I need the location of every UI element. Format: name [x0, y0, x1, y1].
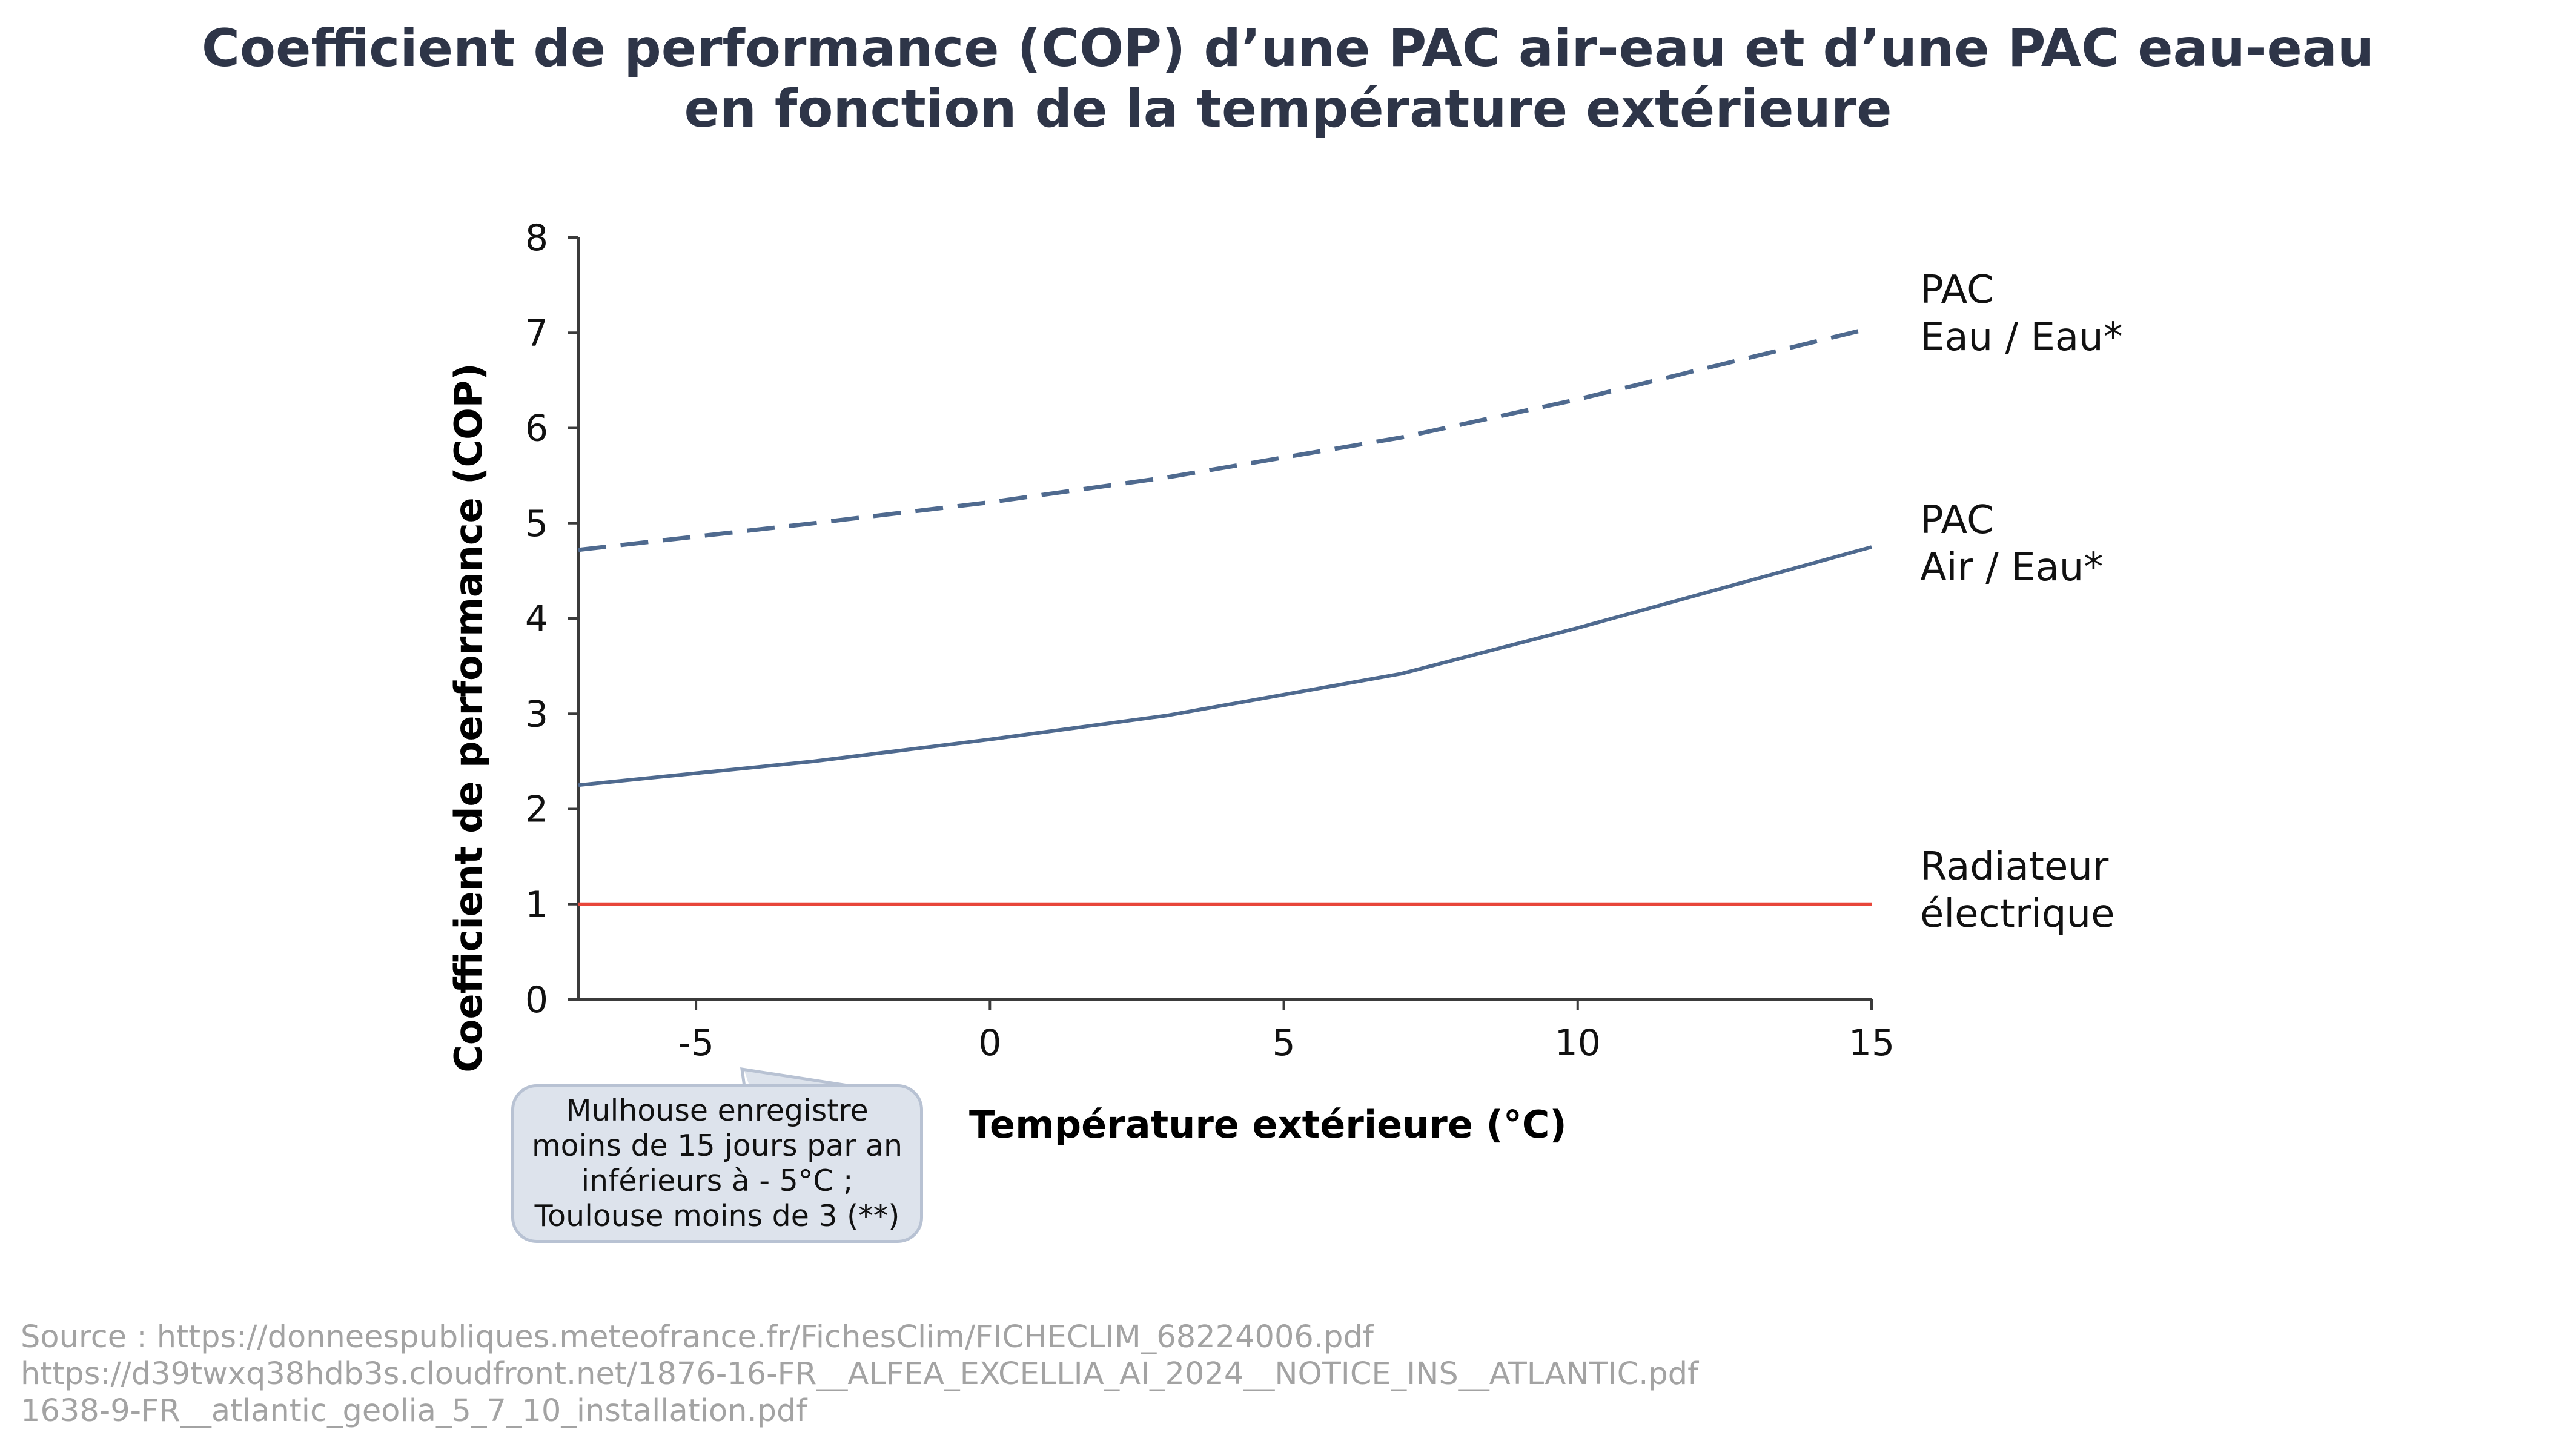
y-tick-label: 4: [525, 598, 548, 640]
series-label-2-line-2: Air / Eau*: [1920, 545, 2103, 590]
x-tick-label: 5: [1272, 1022, 1295, 1064]
source-line-2: https://d39twxq38hdb3s.cloudfront.net/18…: [21, 1356, 1699, 1392]
series-label-3-line-1: Radiateur: [1920, 844, 2109, 889]
x-axis-label: Température extérieure (°C): [969, 1102, 1567, 1147]
series-label-2-line-1: PAC: [1920, 498, 1994, 543]
y-tick-label: 5: [525, 503, 548, 545]
series-line-1: [578, 325, 1872, 552]
annotation-callout: Mulhouse enregistre moins de 15 jours pa…: [511, 1084, 923, 1243]
x-tick-label: 10: [1555, 1022, 1601, 1064]
chart-title-line-1: Coefficient de performance (COP) d’une P…: [201, 18, 2375, 79]
series-label-1-line-1: PAC: [1920, 268, 1994, 313]
source-notes: Source : https://donneespubliques.meteof…: [21, 1319, 1698, 1430]
series-label-3-line-2: électrique: [1920, 892, 2114, 936]
y-tick-label: 8: [525, 217, 548, 259]
chart-series: [578, 325, 1872, 906]
chart-axes: 0 1 2 3 4 5 6 7 8 -5 0 5 10 15: [525, 217, 1895, 1064]
series-label-1-line-2: Eau / Eau*: [1920, 315, 2123, 360]
source-line-3: 1638-9-FR__atlantic_geolia_5_7_10_instal…: [21, 1393, 807, 1429]
callout-line-4: Toulouse moins de 3 (**): [534, 1199, 900, 1233]
y-tick-label: 6: [525, 408, 548, 450]
source-line-1: Source : https://donneespubliques.meteof…: [21, 1319, 1374, 1355]
series-line-2: [578, 545, 1872, 787]
y-tick-label: 3: [525, 693, 548, 735]
callout-line-3: inférieurs à - 5°C ;: [581, 1164, 853, 1198]
chart-title-line-2: en fonction de la température extérieure: [684, 79, 1892, 139]
callout-line-2: moins de 15 jours par an: [531, 1128, 903, 1163]
x-tick-label: 0: [978, 1022, 1001, 1064]
callout-line-1: Mulhouse enregistre: [566, 1093, 869, 1128]
y-tick-label: 1: [525, 884, 548, 926]
x-tick-label: 15: [1849, 1022, 1895, 1064]
y-tick-label: 7: [525, 312, 548, 354]
chart-title: Coefficient de performance (COP) d’une P…: [0, 18, 2576, 139]
y-tick-label: 2: [525, 789, 548, 831]
y-tick-label: 0: [525, 979, 548, 1021]
y-axis-label: Coefficient de performance (COP): [446, 363, 491, 1072]
x-tick-label: -5: [678, 1022, 714, 1064]
